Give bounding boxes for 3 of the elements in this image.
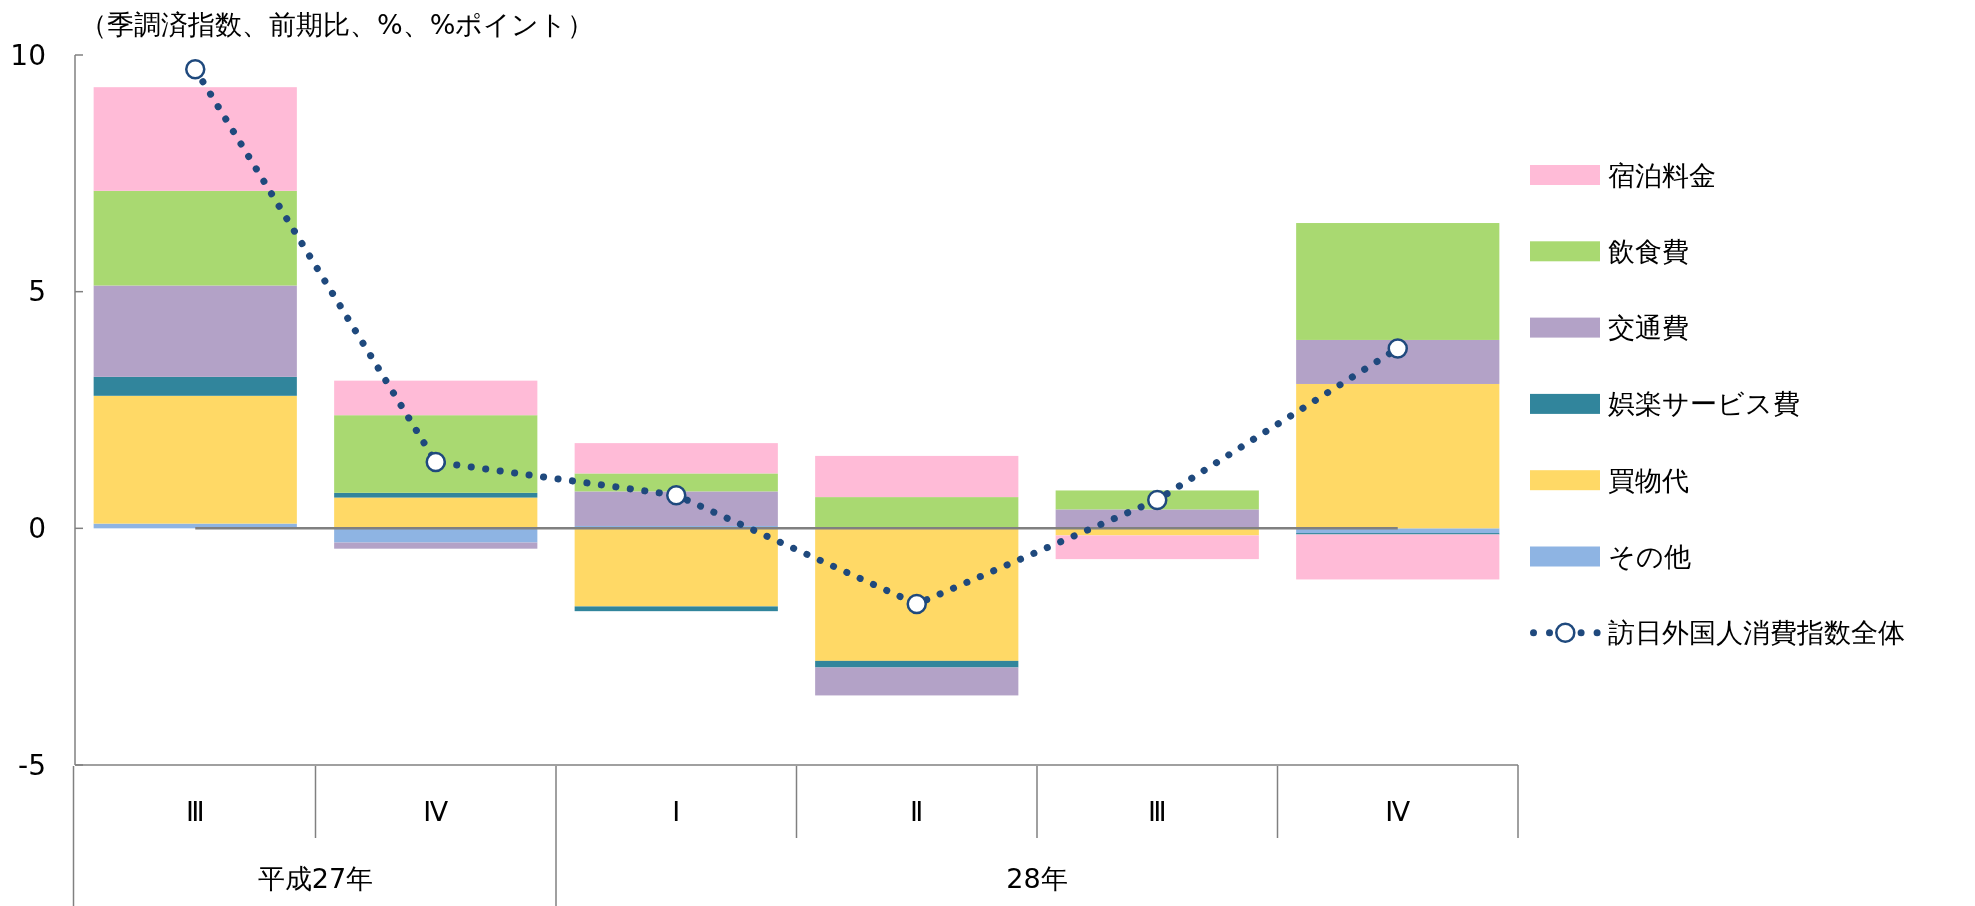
annotation: 平成27年 bbox=[257, 862, 374, 894]
ylabel: （季調済指数、前期比、%、%ポイント） bbox=[80, 8, 595, 40]
annotation: 28年 bbox=[1006, 862, 1068, 894]
